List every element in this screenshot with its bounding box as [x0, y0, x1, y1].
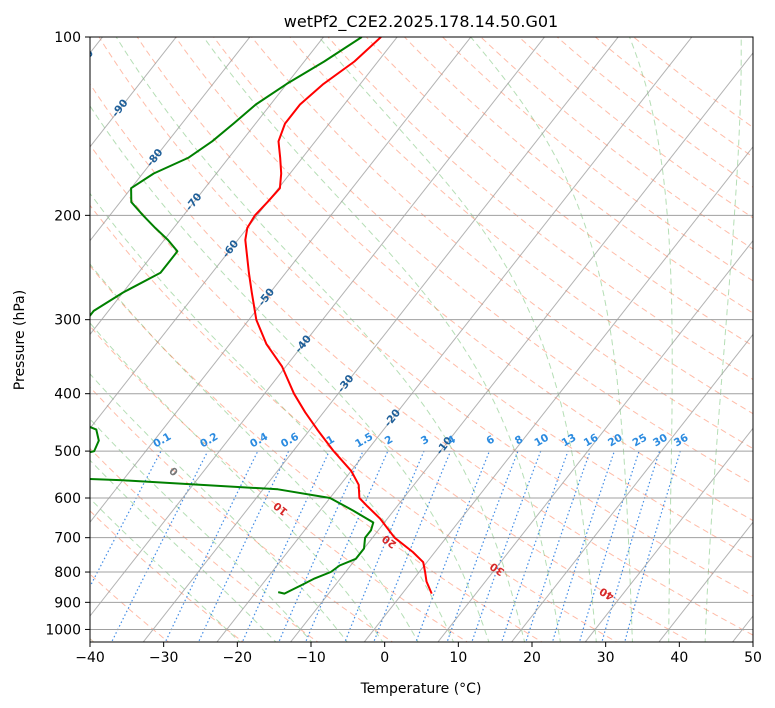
isotherm	[437, 239, 753, 642]
dry-adiabat	[441, 37, 753, 282]
mixing-ratio-line	[90, 450, 162, 588]
x-tick-label: −30	[149, 650, 179, 666]
isotherm	[216, 37, 693, 642]
isotherm	[90, 37, 546, 617]
mixing-ratio-line	[578, 450, 640, 642]
moist-adiabat	[90, 459, 277, 642]
dewpoint-line	[90, 37, 375, 595]
mixing-ratio-line	[415, 450, 490, 642]
dry-adiabat	[212, 37, 753, 485]
x-tick-label: −20	[223, 650, 253, 666]
x-tick-label: −10	[296, 650, 326, 666]
isotherm	[510, 333, 753, 642]
isotherm	[363, 145, 753, 642]
y-tick-label: 700	[54, 531, 81, 547]
mixing-ratio-line	[525, 450, 591, 642]
dry-adiabat	[90, 83, 753, 636]
data-series	[90, 37, 433, 595]
mixing-ratio-line	[601, 450, 661, 642]
mixing-ratio-line	[471, 450, 542, 642]
mixing-ratio-line	[344, 450, 425, 642]
x-tick-label: 20	[523, 650, 541, 666]
y-tick-label: 100	[54, 30, 81, 46]
mixing-ratio-line	[197, 450, 290, 642]
isobars	[90, 37, 753, 630]
isotherm	[90, 37, 177, 148]
x-axis-label: Temperature (°C)	[360, 681, 482, 697]
x-axis: −40 −30 −20 −10 0 10 20 30 40 50	[75, 642, 762, 666]
dry-adiabat	[174, 37, 753, 522]
dry-adiabat	[90, 264, 543, 642]
isotherms	[90, 37, 753, 642]
isotherm	[142, 37, 619, 642]
y-tick-label: 800	[54, 565, 81, 581]
isotherm	[90, 37, 251, 242]
x-tick-label: 50	[744, 650, 762, 666]
mixing-ratio-line	[110, 450, 209, 642]
y-tick-label: 200	[54, 208, 81, 224]
x-tick-label: 0	[380, 650, 389, 666]
x-tick-label: 10	[449, 650, 467, 666]
moist-adiabat	[90, 263, 419, 642]
dry-adiabat	[289, 37, 753, 415]
isotherm	[658, 521, 753, 642]
isotherm	[90, 37, 398, 430]
x-tick-label: −40	[75, 650, 105, 666]
dry-adiabat	[98, 37, 753, 597]
y-tick-label: 300	[54, 313, 81, 329]
temperature-line	[244, 37, 433, 594]
chart-title: wetPf2_C2E2.2025.178.14.50.G01	[284, 12, 558, 32]
mixing-ratio-line	[624, 450, 681, 642]
y-tick-label: 600	[54, 491, 81, 507]
isotherm	[90, 37, 472, 523]
plot-frame	[89, 36, 754, 643]
y-tick-label: 400	[54, 387, 81, 403]
mixing-ratio-line	[373, 450, 452, 642]
y-tick-label: 1000	[45, 622, 81, 638]
mixing-ratio-line	[551, 450, 615, 642]
y-tick-label: 500	[54, 444, 81, 460]
isotherm	[289, 52, 753, 642]
isotherm	[584, 427, 753, 642]
x-tick-label: 30	[597, 650, 615, 666]
x-tick-label: 40	[670, 650, 688, 666]
mixing-ratio-line	[501, 450, 569, 642]
plot-area: -100-90-80-70-60-50-40-30-20-10010203040…	[90, 37, 753, 642]
dry-adiabat	[403, 37, 753, 314]
y-tick-label: 900	[54, 595, 81, 611]
y-axis-label: Pressure (hPa)	[12, 290, 28, 390]
dry-adiabat	[251, 37, 753, 450]
y-axis: 100 200 300 400 500 600 700 800 900 1000	[45, 30, 90, 638]
